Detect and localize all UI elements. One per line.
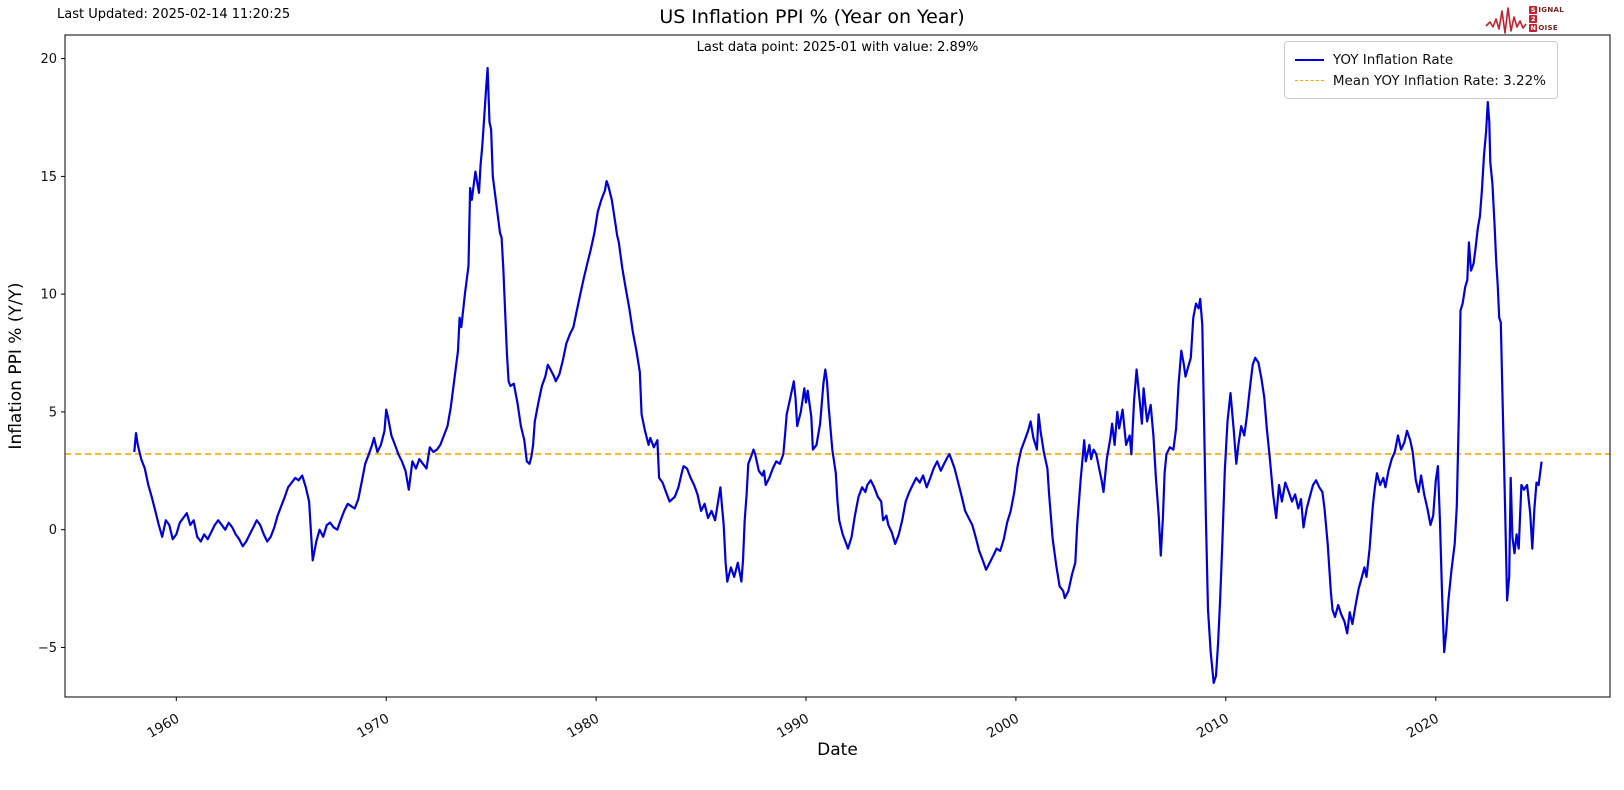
- x-tick-label: 2010: [1194, 711, 1232, 742]
- logo-text-oise: OISE: [1538, 23, 1558, 32]
- x-tick-label: 1970: [354, 711, 392, 742]
- x-axis-label: Date: [817, 740, 858, 760]
- x-tick-label: 2020: [1404, 711, 1442, 742]
- signal2noise-waveform-icon: [1485, 7, 1528, 34]
- y-tick-label: 20: [40, 52, 57, 67]
- legend-label-mean: Mean YOY Inflation Rate: 3.22%: [1332, 72, 1546, 89]
- legend-line-sample-orange-dashed: [1294, 80, 1324, 81]
- signal2noise-logo-text: S IGNAL 2 N OISE: [1529, 5, 1564, 33]
- y-tick-label: 15: [40, 170, 57, 185]
- legend-line-sample-blue: [1294, 58, 1324, 61]
- logo-box-s: S: [1529, 5, 1538, 14]
- legend-entry-mean: Mean YOY Inflation Rate: 3.22%: [1294, 70, 1546, 91]
- y-tick-label: 5: [49, 405, 57, 420]
- y-tick-label: −5: [38, 641, 57, 656]
- x-tick-label: 1990: [774, 711, 812, 742]
- chart-legend: YOY Inflation Rate Mean YOY Inflation Ra…: [1283, 41, 1558, 99]
- logo-text-ignal: IGNAL: [1538, 5, 1564, 14]
- y-tick-label: 0: [49, 523, 57, 538]
- yoy-inflation-line: [133, 66, 1543, 685]
- y-tick-label: 10: [40, 288, 57, 303]
- x-tick-label: 2000: [984, 711, 1022, 742]
- legend-entry-yoy: YOY Inflation Rate: [1294, 49, 1546, 70]
- last-updated-text: Last Updated: 2025-02-14 11:20:25: [57, 7, 291, 22]
- x-tick-label: 1960: [145, 711, 183, 742]
- logo-box-2: 2: [1529, 14, 1538, 23]
- signal2noise-logo: S IGNAL 2 N OISE: [1485, 2, 1564, 36]
- x-tick-label: 1980: [564, 711, 602, 742]
- logo-box-n: N: [1529, 23, 1538, 32]
- legend-label-yoy: YOY Inflation Rate: [1332, 51, 1454, 68]
- page-title: US Inflation PPI % (Year on Year): [659, 6, 965, 28]
- plot-border: [64, 34, 1611, 698]
- y-axis-label: Inflation PPI % (Y/Y): [6, 282, 26, 450]
- chart-subtitle: Last data point: 2025-01 with value: 2.8…: [696, 40, 979, 55]
